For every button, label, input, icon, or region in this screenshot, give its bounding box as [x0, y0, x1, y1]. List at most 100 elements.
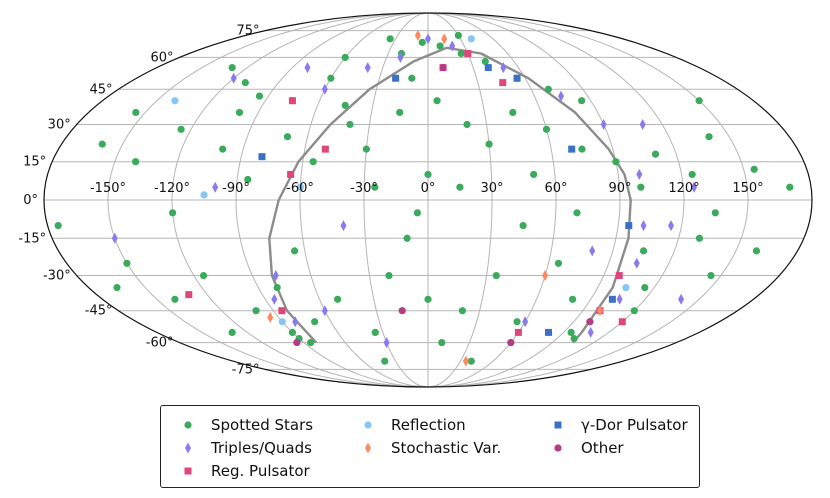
- data-point: [235, 108, 244, 117]
- legend-marker-icon: [554, 444, 562, 452]
- data-point: [346, 120, 354, 129]
- legend-marker-icon: [184, 467, 192, 475]
- lon-tick-label: 120°: [668, 181, 699, 196]
- lon-tick-label: -150°: [90, 181, 126, 196]
- legend-label: Stochastic Var.: [391, 439, 502, 457]
- data-point: [425, 33, 431, 45]
- data-point: [252, 307, 260, 315]
- data-point: [707, 271, 715, 280]
- legend-marker: [547, 439, 569, 457]
- data-point: [509, 108, 517, 117]
- data-point: [454, 31, 462, 40]
- lon-tick-label: 90°: [608, 181, 631, 196]
- data-point: [568, 145, 576, 153]
- ecliptic-curve: [268, 46, 632, 344]
- data-point: [418, 38, 426, 46]
- data-point: [340, 220, 347, 232]
- data-point: [500, 62, 507, 74]
- data-point: [307, 338, 315, 347]
- data-point: [228, 63, 236, 72]
- legend-marker-icon: [184, 421, 192, 429]
- data-point: [616, 293, 623, 305]
- lat-tick-label: 30°: [48, 117, 71, 132]
- data-point: [467, 357, 475, 365]
- data-point: [169, 209, 177, 217]
- data-point: [513, 74, 521, 82]
- lon-tick-label: 0°: [421, 181, 436, 196]
- data-point: [615, 272, 623, 280]
- data-point: [414, 29, 421, 41]
- legend-marker-icon: [365, 442, 371, 454]
- legend-item: Other: [547, 439, 624, 457]
- legend-marker: [177, 462, 199, 480]
- legend-marker-shape: [554, 444, 562, 452]
- data-point: [321, 145, 329, 153]
- data-point: [309, 158, 317, 166]
- data-point: [750, 165, 758, 173]
- data-point: [255, 92, 264, 100]
- data-point: [288, 328, 297, 337]
- data-points: [54, 29, 794, 367]
- data-point: [132, 108, 140, 117]
- lon-tick-label: 150°: [732, 181, 763, 196]
- data-point: [433, 97, 441, 105]
- legend-marker-shape: [185, 442, 191, 454]
- legend-marker-icon: [554, 421, 562, 429]
- data-point: [321, 83, 328, 95]
- data-point: [403, 234, 411, 242]
- legend-marker: [357, 416, 379, 434]
- data-point: [386, 35, 394, 43]
- data-point: [467, 35, 475, 43]
- data-point: [371, 328, 379, 337]
- data-point: [462, 355, 469, 367]
- data-point: [618, 318, 626, 326]
- data-point: [278, 307, 286, 315]
- data-point: [691, 181, 698, 193]
- data-point: [371, 183, 379, 191]
- data-point: [554, 259, 563, 267]
- data-point: [327, 74, 335, 82]
- data-point: [283, 133, 292, 141]
- data-point: [625, 222, 633, 230]
- lon-tick-label: 60°: [544, 181, 567, 196]
- data-point: [558, 90, 565, 102]
- data-point: [98, 140, 106, 148]
- legend-item: γ-Dor Pulsator: [547, 416, 688, 434]
- data-point: [123, 259, 131, 267]
- legend-marker: [177, 416, 199, 434]
- data-point: [636, 168, 643, 180]
- lat-tick-label: 45°: [89, 82, 112, 97]
- data-point: [397, 51, 404, 63]
- data-point: [639, 118, 646, 130]
- legend-marker-icon: [364, 421, 372, 429]
- data-point: [530, 170, 538, 179]
- data-point: [545, 328, 553, 336]
- data-point: [132, 158, 140, 166]
- data-point: [695, 234, 704, 242]
- data-point: [228, 328, 236, 337]
- data-point: [273, 283, 281, 292]
- data-point: [441, 33, 448, 45]
- legend: Spotted Stars Reflection γ-Dor Pulsator …: [160, 405, 700, 488]
- data-point: [519, 221, 527, 230]
- data-point: [392, 74, 400, 82]
- data-point: [639, 247, 648, 255]
- data-point: [212, 181, 219, 193]
- data-point: [586, 318, 594, 326]
- data-point: [258, 153, 266, 161]
- data-point: [522, 316, 529, 328]
- data-point: [573, 209, 581, 217]
- legend-label: Reg. Pulsator: [211, 462, 310, 480]
- data-point: [608, 295, 616, 303]
- data-point: [485, 140, 493, 148]
- data-point: [507, 338, 515, 347]
- data-point: [321, 305, 328, 317]
- data-point: [54, 221, 62, 230]
- data-point: [383, 337, 390, 349]
- data-point: [267, 311, 274, 323]
- data-point: [381, 357, 389, 365]
- plot-boundary: [43, 12, 813, 388]
- data-point: [578, 97, 586, 105]
- data-point: [514, 328, 522, 336]
- lon-tick-label: -30°: [350, 181, 378, 196]
